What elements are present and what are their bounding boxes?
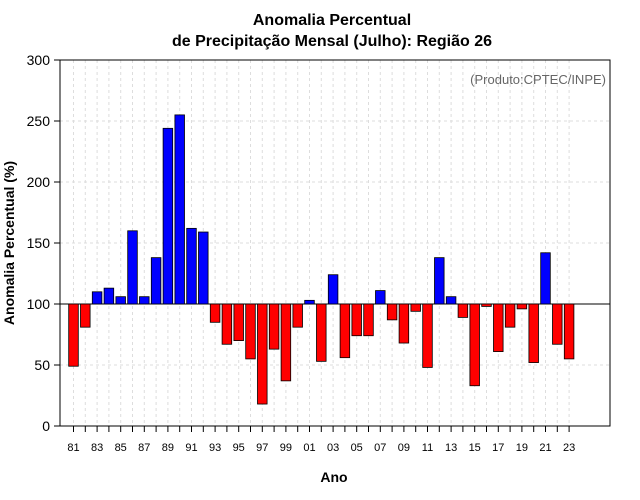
bar-98 xyxy=(268,303,280,350)
y-tick-label: 200 xyxy=(27,174,51,190)
bar-93 xyxy=(209,303,221,323)
bar-08 xyxy=(386,303,398,321)
y-tick-label: 50 xyxy=(34,357,50,373)
bar-13 xyxy=(445,296,457,305)
bar-16 xyxy=(481,303,492,307)
bar-17 xyxy=(493,303,504,352)
bar-85 xyxy=(115,296,126,305)
x-tick-label: 17 xyxy=(492,442,504,454)
bar-05 xyxy=(351,303,362,337)
x-tick-label: 21 xyxy=(539,442,551,454)
bar-15 xyxy=(469,303,480,387)
y-axis: 0 50 100 150 200 250 300 xyxy=(27,52,60,434)
bar-81 xyxy=(68,303,79,367)
x-tick-label: 93 xyxy=(209,442,221,454)
x-tick-label: 19 xyxy=(516,442,528,454)
bar-90 xyxy=(174,114,185,305)
bar-83 xyxy=(91,291,103,305)
bar-09 xyxy=(398,303,410,344)
bar-01 xyxy=(304,299,315,305)
bar-03 xyxy=(327,274,339,305)
x-tick-label: 89 xyxy=(162,442,174,454)
source-annotation: (Produto:CPTEC/INPE) xyxy=(470,72,606,87)
bar-99 xyxy=(280,303,292,382)
bar-19 xyxy=(516,303,528,310)
bar-82 xyxy=(80,303,91,328)
bar-21 xyxy=(540,252,551,305)
x-tick-label: 15 xyxy=(469,442,481,454)
y-tick-label: 250 xyxy=(27,113,51,129)
bar-14 xyxy=(457,303,469,318)
x-tick-label: 99 xyxy=(280,442,292,454)
x-tick-label: 13 xyxy=(445,442,457,454)
x-tick-label: 23 xyxy=(563,442,575,454)
bar-00 xyxy=(292,303,303,328)
y-axis-label: Anomalia Percentual (%) xyxy=(1,161,17,325)
bar-22 xyxy=(552,303,563,345)
x-tick-label: 01 xyxy=(303,442,315,454)
x-tick-label: 95 xyxy=(233,442,245,454)
x-axis: 81 83 85 87 89 91 93 95 97 99 01 03 05 07 09 11 13 15 17 19… xyxy=(67,426,575,454)
bar-97 xyxy=(257,303,268,405)
bar-20 xyxy=(528,303,539,363)
bar-04 xyxy=(339,303,351,359)
y-tick-label: 0 xyxy=(42,418,50,434)
bar-11 xyxy=(422,303,433,368)
bar-07 xyxy=(375,290,386,305)
bar-86 xyxy=(127,230,138,305)
plot-frame xyxy=(59,59,611,427)
bars xyxy=(68,114,575,405)
bar-89 xyxy=(162,127,174,305)
x-axis-label: Ano xyxy=(320,469,347,485)
y-tick-label: 300 xyxy=(27,52,51,68)
bar-87 xyxy=(139,296,150,305)
bar-84 xyxy=(103,287,115,305)
bar-92 xyxy=(198,231,209,305)
x-tick-label: 87 xyxy=(138,442,150,454)
bar-12 xyxy=(434,257,445,305)
x-tick-label: 85 xyxy=(115,442,127,454)
x-tick-label: 05 xyxy=(351,442,363,454)
x-tick-label: 07 xyxy=(374,442,386,454)
x-tick-label: 81 xyxy=(67,442,79,454)
x-tick-label: 83 xyxy=(91,442,103,454)
bar-23 xyxy=(563,303,575,360)
bar-95 xyxy=(233,303,244,341)
x-tick-label: 11 xyxy=(422,442,433,454)
bar-91 xyxy=(186,227,197,305)
bar-10 xyxy=(410,303,421,312)
y-tick-label: 100 xyxy=(27,296,51,312)
bar-94 xyxy=(221,303,233,345)
bar-06 xyxy=(363,303,374,337)
grid xyxy=(60,59,610,427)
x-tick-label: 97 xyxy=(256,442,268,454)
chart-subtitle: de Precipitação Mensal (Julho): Região 2… xyxy=(172,33,492,50)
y-tick-label: 150 xyxy=(27,235,51,251)
bar-96 xyxy=(245,303,256,360)
bar-02 xyxy=(316,303,327,362)
bar-18 xyxy=(504,303,516,328)
x-tick-label: 09 xyxy=(398,442,410,454)
x-tick-label: 91 xyxy=(185,442,197,454)
x-tick-label: 03 xyxy=(327,442,339,454)
bar-88 xyxy=(150,257,162,305)
chart-title: Anomalia Percentual xyxy=(253,12,411,29)
